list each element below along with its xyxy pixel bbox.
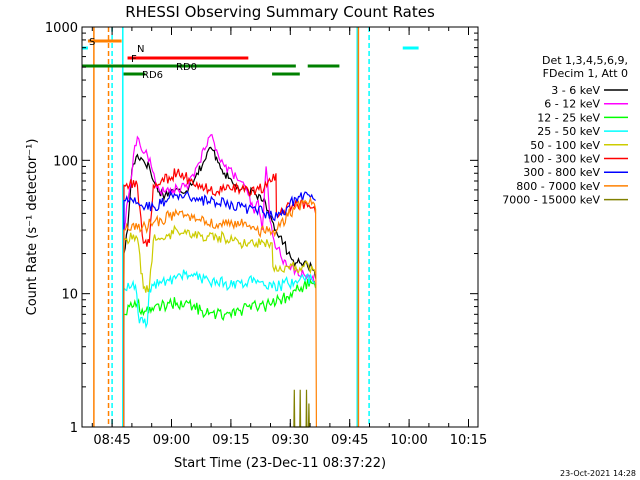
series-line-300-800-kev (123, 190, 316, 428)
x-tick-label-2: 09:15 (212, 433, 249, 448)
y-tick-label-1: 10 (61, 288, 78, 303)
x-tick-label-3: 09:30 (272, 433, 309, 448)
legend-label-12-25-kev: 12 - 25 keV (537, 111, 600, 124)
legend-label-6-12-kev: 6 - 12 keV (544, 98, 600, 111)
series-line-50-100-kev (123, 224, 317, 428)
legend-label-7000-15000-kev: 7000 - 15000 keV (502, 194, 600, 207)
legend-label-100-300-kev: 100 - 300 keV (523, 153, 600, 166)
legend-label-800-7000-kev: 800 - 7000 keV (516, 180, 600, 193)
legend-label-300-800-kev: 300 - 800 keV (523, 166, 600, 179)
flag-label-f: F (131, 54, 137, 65)
legend-label-50-100-kev: 50 - 100 keV (530, 139, 600, 152)
legend-header-line1: Det 1,3,4,5,6,9, (542, 54, 628, 67)
x-tick-label-4: 09:45 (331, 433, 368, 448)
y-tick-label-3: 1000 (45, 21, 78, 36)
plot-frame (81, 26, 479, 428)
legend-label-3-6-kev: 3 - 6 keV (551, 84, 600, 97)
flag-bars: S NF RD0 RD6 (82, 37, 419, 81)
x-axis-label: Start Time (23-Dec-11 08:37:22) (174, 456, 386, 471)
y-tick-label-0: 1 (70, 421, 78, 436)
series-line-12-25-kev (123, 278, 317, 428)
chart-title: RHESSI Observing Summary Count Rates (125, 3, 435, 21)
y-tick-label-2: 100 (53, 154, 78, 169)
series-lines (123, 133, 317, 428)
flag-label-s: S (89, 37, 95, 48)
series-line-25-50-kev (123, 269, 316, 428)
legend-header-line2: FDecim 1, Att 0 (543, 67, 628, 80)
flag-label-rd0: RD0 (176, 62, 197, 73)
footer-timestamp: 23-Oct-2021 14:28 (560, 469, 636, 478)
legend: Det 1,3,4,5,6,9, FDecim 1, Att 0 3 - 6 k… (502, 54, 628, 207)
x-tick-label-1: 09:00 (153, 433, 190, 448)
flag-label-rd6: RD6 (142, 70, 163, 81)
x-tick-label-0: 08:45 (93, 433, 130, 448)
flag-label-n: N (137, 44, 144, 55)
series-line-3-6-kev (123, 146, 317, 428)
series-line-6-12-kev (123, 133, 316, 428)
y-axis-label: Count Rate (s⁻¹ detector⁻¹) (25, 139, 40, 316)
x-tick-label-6: 10:15 (450, 433, 487, 448)
vertical-marker-lines (93, 27, 370, 427)
legend-label-25-50-kev: 25 - 50 keV (537, 125, 600, 138)
x-tick-label-5: 10:00 (390, 433, 427, 448)
series-line-800-7000-kev (123, 196, 317, 428)
axis-ticks: 08:45 09:00 09:15 09:30 09:45 10:00 10:15 1 10 10… (45, 21, 487, 448)
